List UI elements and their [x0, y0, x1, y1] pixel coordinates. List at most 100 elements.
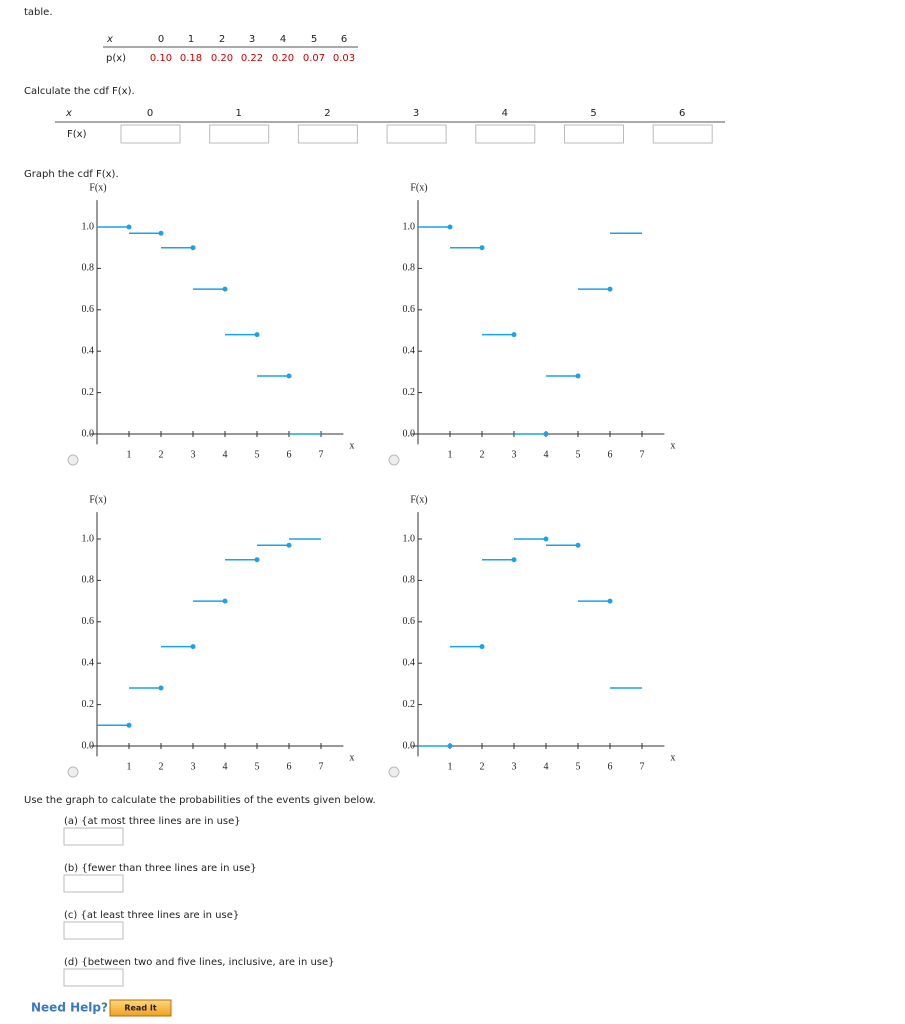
step-dot [222, 598, 228, 604]
cdf-input[interactable] [386, 124, 447, 144]
x-tick-label: 4 [544, 449, 549, 460]
x-tick-label: 3 [191, 761, 196, 772]
x-tick-label: 5 [255, 761, 260, 772]
x-tick-label: 6 [608, 761, 613, 772]
answer-input[interactable] [63, 874, 124, 893]
y-axis-label: F(x) [410, 494, 427, 505]
radio-button[interactable] [388, 454, 400, 466]
y-tick-label: 0.8 [403, 263, 416, 274]
y-tick-label: 0.4 [403, 345, 416, 356]
step-dot [222, 286, 228, 292]
cdf-prompt: Calculate the cdf F(x). [24, 86, 135, 97]
pmf-p-label: p(x) [106, 53, 126, 64]
y-tick-label: 0.8 [82, 575, 95, 586]
x-tick-label: 1 [127, 449, 132, 460]
cdf-input[interactable] [652, 124, 713, 144]
x-tick-label: 2 [159, 761, 164, 772]
y-axis-label: F(x) [410, 182, 427, 193]
graph-prompt: Graph the cdf F(x). [24, 169, 119, 180]
step-dot [543, 536, 549, 542]
y-axis-label: F(x) [89, 494, 106, 505]
x-tick-label: 2 [159, 449, 164, 460]
cdf-x-value: 4 [502, 108, 508, 119]
cdf-x-value: 3 [413, 108, 419, 119]
step-dot [190, 245, 196, 251]
answer-input[interactable] [63, 968, 124, 987]
x-tick-label: 7 [319, 449, 324, 460]
y-tick-label: 0.2 [403, 699, 416, 710]
step-dot [575, 373, 581, 379]
step-dot [447, 743, 453, 749]
x-tick-label: 7 [640, 449, 645, 460]
radio-button[interactable] [67, 766, 79, 778]
y-tick-label: 0.6 [82, 304, 95, 315]
cdf-x-value: 2 [324, 108, 330, 119]
pmf-p-value: 0.10 [150, 53, 172, 64]
y-tick-label: 1.0 [403, 221, 416, 232]
question-text: (c) {at least three lines are in use} [64, 910, 239, 921]
x-tick-label: 1 [127, 761, 132, 772]
step-dot [286, 373, 292, 379]
y-tick-label: 0.0 [403, 428, 416, 439]
cdf-input[interactable] [475, 124, 536, 144]
step-dot [575, 542, 581, 548]
cdf-input[interactable] [209, 124, 270, 144]
y-tick-label: 1.0 [82, 533, 95, 544]
x-tick-label: 4 [223, 761, 228, 772]
y-tick-label: 0.8 [403, 575, 416, 586]
read-it-button[interactable] [109, 999, 172, 1017]
step-dot [511, 557, 517, 563]
step-dot [479, 245, 485, 251]
y-tick-label: 0.6 [403, 616, 416, 627]
x-tick-label: 2 [480, 449, 485, 460]
pmf-x-value: 5 [311, 34, 317, 45]
x-tick-label: 5 [255, 449, 260, 460]
cdf-input[interactable] [120, 124, 181, 144]
x-axis-label: x [349, 752, 354, 763]
radio-button[interactable] [388, 766, 400, 778]
answer-input[interactable] [63, 827, 124, 846]
step-dot [254, 332, 260, 338]
y-tick-label: 0.2 [82, 699, 95, 710]
cdf-x-value: 6 [679, 108, 685, 119]
answer-input[interactable] [63, 921, 124, 940]
step-dot [254, 557, 260, 563]
x-tick-label: 1 [448, 449, 453, 460]
y-tick-label: 0.4 [82, 657, 95, 668]
step-dot [543, 431, 549, 437]
x-tick-label: 3 [191, 449, 196, 460]
radio-button[interactable] [67, 454, 79, 466]
question-text: (a) {at most three lines are in use} [64, 816, 241, 827]
pmf-p-value: 0.03 [333, 53, 355, 64]
x-tick-label: 2 [480, 761, 485, 772]
help-label: Need Help? [31, 1001, 108, 1015]
step-dot [607, 598, 613, 604]
y-tick-label: 0.4 [82, 345, 95, 356]
cdf-x-label: x [65, 108, 72, 119]
pmf-x-label: x [106, 34, 113, 45]
cdf-x-value: 1 [236, 108, 242, 119]
cdf-input[interactable] [564, 124, 624, 144]
pmf-p-value: 0.18 [180, 53, 202, 64]
x-tick-label: 7 [640, 761, 645, 772]
pmf-x-value: 1 [188, 34, 194, 45]
read-it-label[interactable]: Read It [124, 1004, 156, 1013]
pmf-p-value: 0.22 [241, 53, 263, 64]
pmf-x-value: 3 [249, 34, 255, 45]
step-dot [511, 332, 517, 338]
y-tick-label: 0.0 [82, 740, 95, 751]
y-tick-label: 0.6 [403, 304, 416, 315]
y-tick-label: 0.8 [82, 263, 95, 274]
step-dot [479, 644, 485, 650]
header-text: table. [24, 7, 53, 18]
x-tick-label: 6 [287, 761, 292, 772]
x-tick-label: 4 [223, 449, 228, 460]
step-dot [286, 542, 292, 548]
cdf-input[interactable] [297, 124, 358, 144]
pmf-p-value: 0.20 [211, 53, 233, 64]
x-tick-label: 6 [608, 449, 613, 460]
x-axis-label: x [670, 440, 675, 451]
step-dot [158, 230, 164, 236]
pmf-p-value: 0.20 [272, 53, 294, 64]
